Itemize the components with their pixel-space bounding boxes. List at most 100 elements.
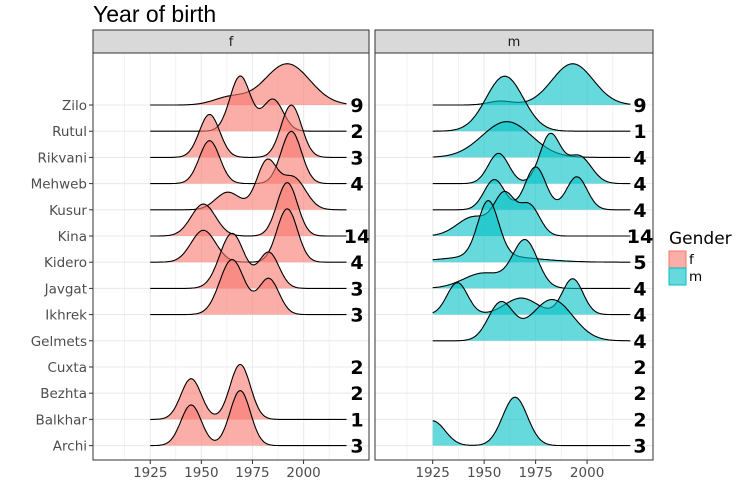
count-label-f-bezhta: 2 bbox=[350, 383, 363, 405]
ridge-line-f-javgat bbox=[150, 232, 347, 289]
ridge-line-m-zilo bbox=[432, 63, 631, 106]
legend-label-m: m bbox=[689, 269, 702, 285]
panel-f-counts: 9 2 3 4 14 4 3 3 2 2 1 3 bbox=[344, 95, 370, 458]
x-tick-label: 1925 bbox=[415, 465, 449, 481]
y-tick-label-cuxta: Cuxta bbox=[47, 360, 87, 376]
count-label-m-rikvani: 4 bbox=[633, 147, 646, 169]
chart-title: Year of birth bbox=[93, 1, 216, 27]
x-axis: 1925 1950 1975 2000 1925 1950 1975 2000 bbox=[133, 460, 604, 481]
ridge-line-m-archi bbox=[432, 396, 631, 447]
ridge-fill-f-mehweb bbox=[150, 131, 347, 184]
ridge-line-f-balkhar bbox=[150, 363, 347, 420]
y-tick-label-rikvani: Rikvani bbox=[37, 150, 87, 166]
ridge-line-m-javgat bbox=[432, 238, 631, 289]
count-label-m-kidero: 5 bbox=[633, 252, 646, 274]
count-label-f-kina: 14 bbox=[344, 226, 370, 248]
ridge-fill-m-kidero bbox=[432, 200, 631, 263]
y-tick-label-gelmets: Gelmets bbox=[31, 334, 87, 350]
x-tick-label: 2000 bbox=[286, 465, 320, 481]
count-label-m-balkhar: 2 bbox=[633, 409, 646, 431]
panel-f-ridges bbox=[150, 63, 347, 447]
ridge-fill-m-archi bbox=[432, 397, 631, 446]
y-tick-label-javgat: Javgat bbox=[44, 281, 87, 297]
strip-label-f: f bbox=[229, 35, 234, 50]
x-tick-label: 1975 bbox=[518, 465, 552, 481]
ridge-line-f-rutul bbox=[150, 75, 347, 132]
ridge-fill-m-rutul bbox=[432, 76, 631, 132]
ridge-fill-f-archi bbox=[150, 390, 347, 446]
ridge-fill-f-javgat bbox=[150, 233, 347, 289]
y-tick-label-archi: Archi bbox=[53, 439, 87, 455]
ridge-line-f-kina bbox=[150, 182, 347, 237]
count-label-f-javgat: 3 bbox=[350, 278, 363, 300]
ridge-fill-f-ikhrek bbox=[150, 259, 347, 315]
y-tick-label-kidero: Kidero bbox=[44, 255, 87, 271]
ridge-line-m-kina bbox=[432, 190, 631, 237]
count-label-m-archi: 3 bbox=[633, 436, 646, 458]
ridge-line-m-ikhrek bbox=[432, 278, 631, 316]
ridge-line-m-rikvani bbox=[432, 121, 631, 158]
ridge-fill-f-balkhar bbox=[150, 364, 347, 420]
y-tick-label-kina: Kina bbox=[58, 229, 87, 245]
ridge-line-m-rutul bbox=[432, 75, 631, 132]
x-tick-label: 2000 bbox=[570, 465, 604, 481]
legend-label-f: f bbox=[689, 252, 695, 268]
x-tick-label: 1975 bbox=[235, 465, 269, 481]
y-axis: Zilo Rutul Rikvani Mehweb Kusur Kina Kidero Jav… bbox=[31, 98, 93, 455]
y-tick-label-mehweb: Mehweb bbox=[31, 177, 87, 193]
legend: Gender f m bbox=[668, 229, 732, 286]
count-label-m-kusur: 4 bbox=[633, 200, 646, 222]
count-label-m-rutul: 1 bbox=[633, 121, 646, 143]
y-tick-label-kusur: Kusur bbox=[49, 203, 87, 219]
count-label-m-mehweb: 4 bbox=[633, 174, 646, 196]
y-tick-label-balkhar: Balkhar bbox=[36, 412, 88, 428]
y-tick-label-rutul: Rutul bbox=[52, 124, 87, 140]
count-label-f-cuxta: 2 bbox=[350, 357, 363, 379]
ridge-line-m-gelmets bbox=[432, 298, 631, 342]
ridge-fill-f-rutul bbox=[150, 76, 347, 132]
ridge-fill-f-kusur bbox=[150, 159, 347, 210]
legend-title: Gender bbox=[669, 229, 732, 249]
ridge-fill-f-kidero bbox=[150, 208, 347, 263]
count-label-f-archi: 3 bbox=[350, 436, 363, 458]
panel-f: f 9 2 3 4 14 4 3 3 2 2 1 3 bbox=[92, 29, 370, 461]
count-label-f-balkhar: 1 bbox=[350, 409, 363, 431]
ridge-fill-m-rikvani bbox=[432, 121, 631, 158]
count-label-f-rikvani: 3 bbox=[350, 147, 363, 169]
ridge-line-f-kusur bbox=[150, 158, 347, 211]
count-label-f-kidero: 4 bbox=[350, 252, 363, 274]
count-label-m-kina: 14 bbox=[627, 226, 653, 248]
ridge-line-f-ikhrek bbox=[150, 258, 347, 316]
count-label-m-bezhta: 2 bbox=[633, 383, 646, 405]
count-label-f-rutul: 2 bbox=[350, 121, 363, 143]
ridge-fill-m-gelmets bbox=[432, 299, 631, 341]
count-label-m-gelmets: 4 bbox=[633, 331, 646, 353]
ridge-fill-m-zilo bbox=[432, 63, 631, 105]
ridge-fill-m-javgat bbox=[432, 239, 631, 289]
y-tick-label-zilo: Zilo bbox=[62, 98, 87, 114]
y-tick-label-bezhta: Bezhta bbox=[40, 386, 87, 402]
panel-m-border bbox=[374, 52, 654, 461]
strip-label-m: m bbox=[508, 35, 521, 50]
x-tick-label: 1950 bbox=[184, 465, 218, 481]
ridge-fill-m-kusur bbox=[432, 166, 631, 210]
count-label-m-ikhrek: 4 bbox=[633, 305, 646, 327]
ridge-fill-f-zilo bbox=[150, 63, 347, 105]
count-label-m-cuxta: 2 bbox=[633, 357, 646, 379]
ridge-line-f-rikvani bbox=[150, 104, 347, 158]
ridge-fill-m-ikhrek bbox=[432, 278, 631, 315]
x-tick-label: 1925 bbox=[133, 465, 167, 481]
ridge-line-m-kusur bbox=[432, 166, 631, 211]
legend-key-m bbox=[668, 267, 687, 286]
panel-m-ridges bbox=[432, 63, 631, 447]
count-label-f-ikhrek: 3 bbox=[350, 305, 363, 327]
count-label-f-zilo: 9 bbox=[350, 95, 363, 117]
ridge-fill-f-kina bbox=[150, 182, 347, 236]
y-tick-label-ikhrek: Ikhrek bbox=[45, 308, 87, 324]
count-label-m-javgat: 4 bbox=[633, 278, 646, 300]
count-label-m-zilo: 9 bbox=[633, 95, 646, 117]
panel-f-border bbox=[92, 52, 370, 461]
